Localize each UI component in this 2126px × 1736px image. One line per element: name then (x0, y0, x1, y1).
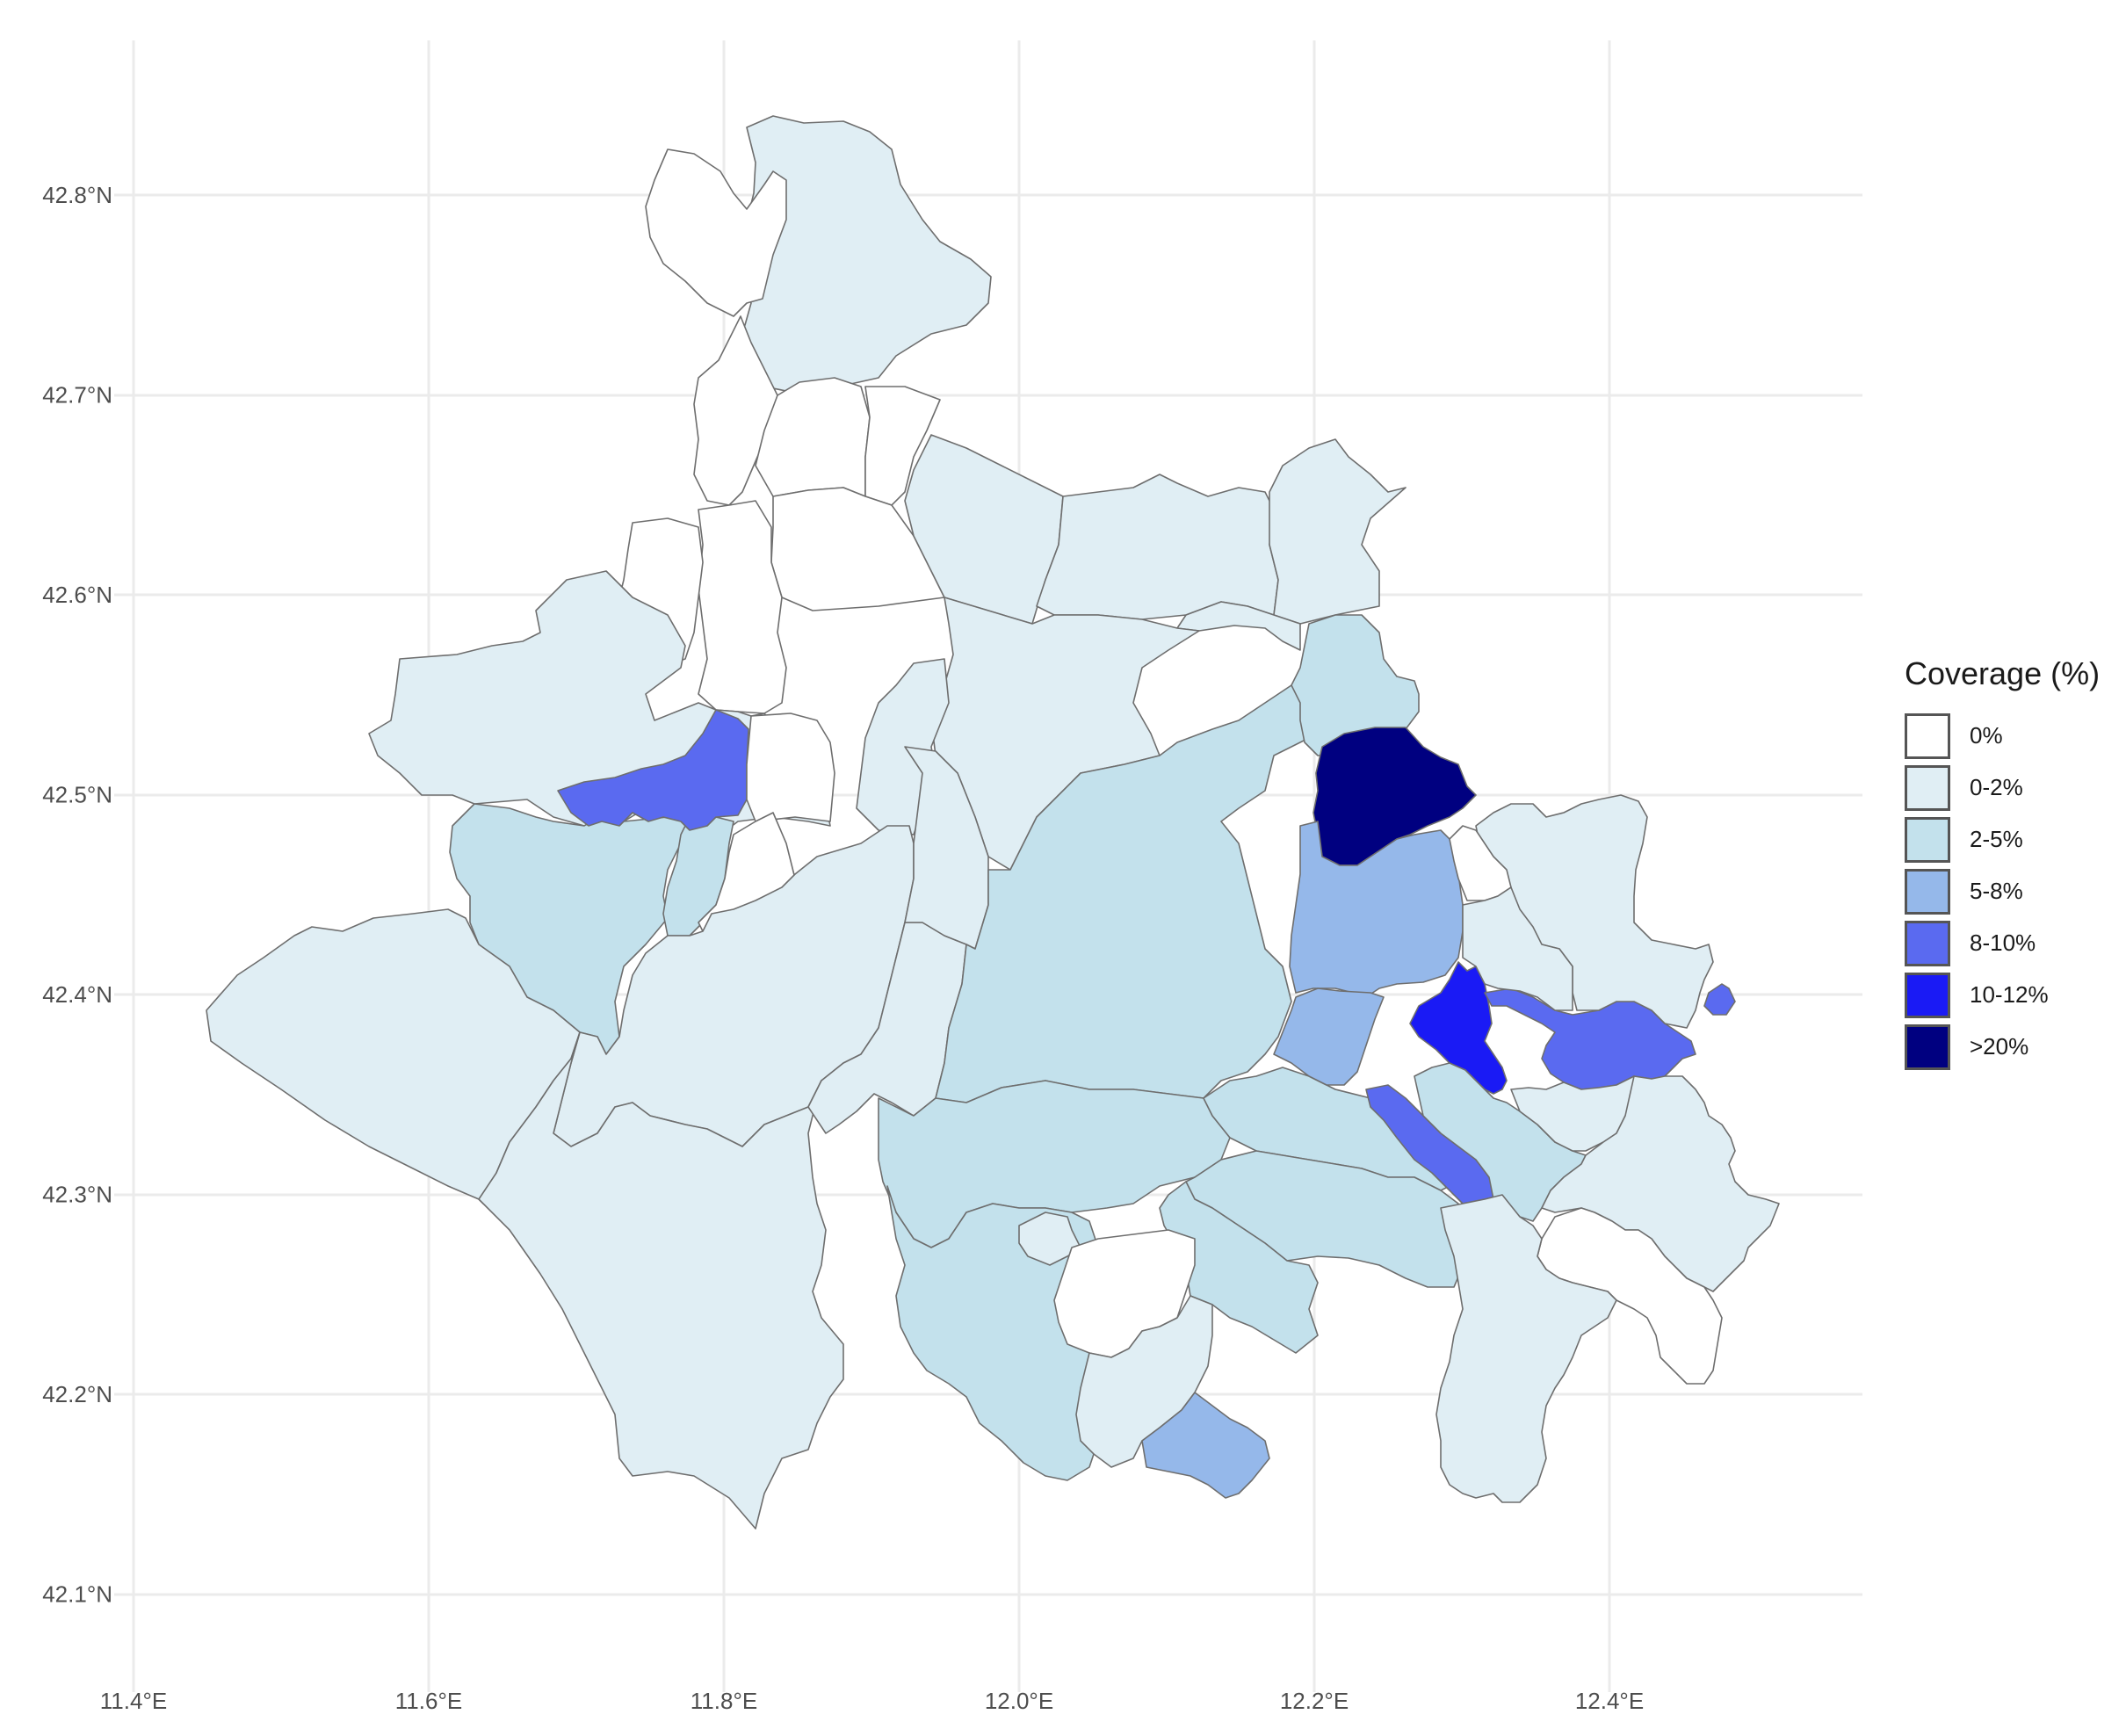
lat-tick-label: 42.2°N (42, 1381, 112, 1407)
lat-tick-label: 42.1°N (42, 1581, 112, 1608)
legend-swatch (1905, 764, 1950, 811)
legend-swatch (1905, 868, 1950, 915)
legend-title: Coverage (%) (1905, 655, 2101, 691)
lat-tick-label: 42.5°N (42, 782, 112, 808)
lon-tick-label: 12.2°E (1280, 1688, 1349, 1714)
lat-tick-label: 42.7°N (42, 382, 112, 409)
legend-item: 2-5% (1905, 814, 2100, 865)
lon-tick-label: 12.0°E (985, 1688, 1053, 1714)
region-lake-east (904, 746, 989, 950)
region-east-blue (1409, 961, 1508, 1095)
legend: Coverage (%) 0% 0-2% 2-5% 5-8% 8-10% 10-12% >2… (1905, 655, 2100, 1073)
region-coast-strip (478, 1031, 844, 1530)
legend-swatch (1905, 972, 1950, 1018)
legend-swatch (1905, 920, 1950, 966)
legend-item: 0% (1905, 710, 2100, 762)
legend-label: >20% (1970, 1033, 2029, 1060)
legend-swatch (1905, 1024, 1950, 1070)
latitude-axis: 42.8°N 42.7°N 42.6°N 42.5°N 42.4°N 42.3°N 42.2… (42, 182, 112, 1608)
legend-item: 0-2% (1905, 762, 2100, 814)
lon-tick-label: 11.6°E (395, 1688, 462, 1714)
lat-tick-label: 42.8°N (42, 182, 112, 208)
region-west-hot (557, 709, 749, 831)
region-north-mid-c (864, 386, 941, 506)
legend-item: 5-8% (1905, 865, 2100, 917)
region-north-east-b (1036, 474, 1279, 620)
legend-swatch (1905, 816, 1950, 863)
lat-tick-label: 42.6°N (42, 582, 112, 608)
lat-tick-label: 42.3°N (42, 1182, 112, 1208)
region-center-main (935, 667, 1354, 1103)
region-west-small-0 (746, 712, 835, 822)
lat-tick-label: 42.4°N (42, 981, 112, 1008)
region-east-south (1541, 1075, 1780, 1292)
legend-swatch (1905, 712, 1950, 759)
longitude-axis: 11.4°E 11.6°E 11.8°E 12.0°E 12.2°E 12.4°E (100, 1688, 1644, 1714)
region-east-dot (1703, 983, 1736, 1016)
legend-label: 8-10% (1970, 929, 2036, 956)
region-east-small-5 (1273, 987, 1385, 1086)
legend-rows: 0% 0-2% 2-5% 5-8% 8-10% 10-12% >20% (1905, 710, 2100, 1073)
region-north-west-a (645, 148, 787, 317)
municipalities (206, 115, 1780, 1530)
region-east-far-b (1462, 886, 1573, 1011)
lon-tick-label: 11.4°E (100, 1688, 167, 1714)
lon-tick-label: 12.4°E (1575, 1688, 1644, 1714)
legend-item: 8-10% (1905, 917, 2100, 969)
legend-label: 10-12% (1970, 981, 2049, 1008)
legend-label: 0-2% (1970, 774, 2023, 800)
region-east-mid (1289, 821, 1464, 998)
region-east-west-a (1435, 1194, 1617, 1503)
region-north-east-c (1269, 438, 1406, 625)
region-south-c (1141, 1392, 1270, 1499)
legend-label: 0% (1970, 722, 2003, 749)
legend-label: 5-8% (1970, 878, 2023, 904)
lon-tick-label: 11.8°E (691, 1688, 757, 1714)
legend-item: 10-12% (1905, 969, 2100, 1021)
region-north-mid-e (698, 500, 787, 714)
legend-label: 2-5% (1970, 826, 2023, 852)
legend-item: >20% (1905, 1021, 2100, 1073)
